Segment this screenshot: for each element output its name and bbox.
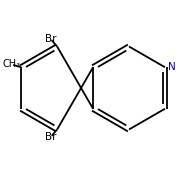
Text: N: N — [168, 62, 176, 72]
Text: Br: Br — [45, 34, 57, 44]
Text: Br: Br — [45, 132, 57, 142]
Text: CH₃: CH₃ — [3, 59, 21, 70]
